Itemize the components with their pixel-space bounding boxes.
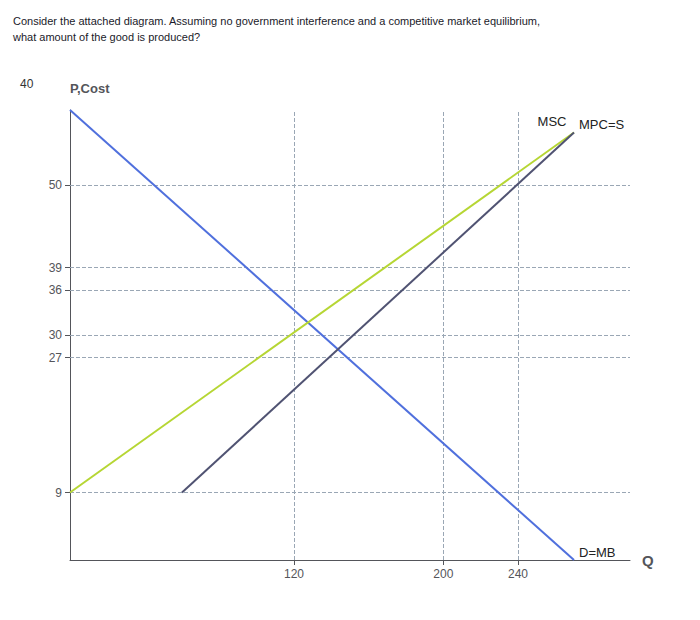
svg-text:D=MB: D=MB <box>579 545 615 560</box>
svg-text:50: 50 <box>49 178 63 192</box>
svg-text:MPC=S: MPC=S <box>579 117 624 132</box>
svg-text:27: 27 <box>49 351 63 365</box>
svg-text:what amount of the good is pro: what amount of the good is produced? <box>12 31 200 43</box>
svg-text:MSC: MSC <box>538 114 567 129</box>
svg-text:9: 9 <box>55 486 62 500</box>
svg-text:40: 40 <box>20 77 34 91</box>
svg-text:39: 39 <box>49 261 63 275</box>
svg-text:120: 120 <box>284 567 304 581</box>
svg-text:30: 30 <box>49 328 63 342</box>
svg-text:200: 200 <box>433 567 453 581</box>
svg-text:36: 36 <box>49 283 63 297</box>
svg-text:P,Cost: P,Cost <box>70 81 110 96</box>
svg-text:Q: Q <box>642 552 654 569</box>
svg-text:Consider the attached diagram.: Consider the attached diagram. Assuming … <box>13 15 540 27</box>
svg-text:240: 240 <box>508 567 528 581</box>
